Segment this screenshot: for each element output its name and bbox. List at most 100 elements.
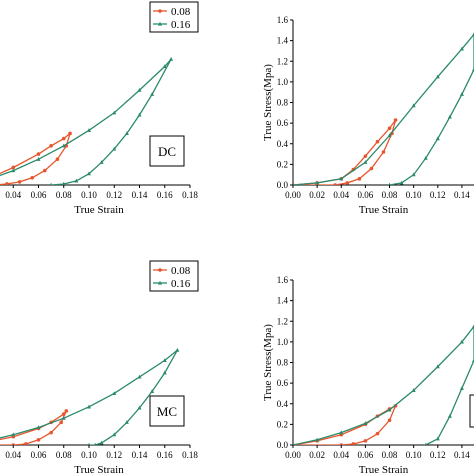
series-0.16 [0,56,174,185]
x-tick-label: 0.12 [106,190,122,200]
y-tick-label: 1.2 [277,56,288,66]
x-tick-label: 0.06 [31,450,47,460]
x-tick-label: 0.00 [285,190,301,200]
series-line-0.16 [293,33,474,185]
data-point [137,405,142,410]
x-tick-label: 0.00 [285,450,301,460]
data-point [49,430,53,435]
data-point [435,364,440,369]
y-tick-label: 0.0 [277,180,289,190]
series-line-0.08 [0,131,72,185]
x-tick-label: 0.08 [382,190,398,200]
data-point [87,128,91,132]
data-point [315,437,320,442]
data-point [124,131,129,136]
series-line-0.16 [0,349,178,445]
data-point [36,425,41,430]
data-point [175,347,180,352]
data-point [124,420,129,424]
x-tick-label: 0.08 [382,450,398,460]
data-point [162,370,167,375]
data-point [435,136,440,141]
series-line-0.16 [293,325,474,445]
data-point [61,143,66,148]
data-point [363,421,368,425]
y-tick-label: 0.6 [277,378,289,388]
x-tick-label: 0.04 [5,450,21,460]
data-point [293,442,295,445]
x-tick-label: 0.14 [454,190,470,200]
y-tick-label: 0.2 [277,159,288,169]
y-tick-label: 1.2 [277,316,288,326]
data-point [68,131,72,136]
data-point [59,420,64,425]
panel-tag-box [149,395,185,427]
data-point [339,430,344,435]
x-tick-label: 0.10 [81,450,97,460]
x-tick-label: 0.14 [454,450,470,460]
data-point [345,181,350,185]
data-point [423,155,428,160]
x-tick-label: 0.12 [106,450,122,460]
x-tick-label: 0.16 [157,190,173,200]
data-point [55,157,60,162]
x-tick-label: 0.08 [56,190,72,200]
legend: 0.080.16 [149,260,199,292]
chart-bottom-left: 0.04 0.06 0.08 0.10 0.12 0.14 0.16 0.18 True Str… [0,260,199,474]
data-point [150,92,155,96]
data-point [435,436,440,441]
data-point [11,443,16,445]
legend-box [149,260,199,292]
y-tick-label: 1.0 [277,77,289,87]
data-point [61,136,66,141]
data-point [11,432,16,437]
x-tick-label: 0.10 [406,190,422,200]
data-point [169,56,174,61]
data-point [49,144,53,148]
data-point [137,374,142,379]
data-point [399,180,404,185]
x-tick-label: 0.18 [182,190,198,200]
x-tick-label: 0.14 [132,450,148,460]
chart-top-right: 0.00 0.02 0.04 0.06 0.08 0.10 0.12 0.14 0.0 0.2 0.… [262,15,474,216]
data-point [94,442,97,445]
y-tick-label: 0.0 [277,440,289,450]
y-tick-label: 1.6 [277,15,289,25]
series-0.08 [0,131,72,185]
y-tick-label: 0.4 [277,399,289,409]
y-tick-label: 1.4 [277,36,289,46]
data-point [11,165,16,170]
data-point [411,103,416,108]
x-tick-label: 0.06 [358,450,374,460]
x-tick-label: 0.14 [132,190,148,200]
panel-tag-box [469,394,474,428]
data-point [387,133,392,138]
panel-tag-box [149,135,185,167]
data-point [36,157,41,161]
data-point [36,438,41,442]
data-point [375,431,380,436]
x-tick-label: 0.04 [333,450,349,460]
series-line-0.16 [0,58,172,185]
x-tick-label: 0.06 [358,190,374,200]
data-point [99,440,104,445]
x-axis-label: True Strain [359,464,409,474]
series-0.08 [293,404,398,445]
data-point [112,146,117,151]
data-point [459,339,464,344]
y-tick-label: 1.0 [277,337,289,347]
data-point [99,160,104,164]
data-point [61,415,66,420]
data-point [369,166,374,171]
y-tick-label: 1.4 [277,296,289,306]
data-point [387,126,392,131]
x-axis-label: True Strain [359,204,409,216]
data-point [424,442,427,445]
data-point [61,412,66,416]
x-tick-label: 0.10 [81,190,97,200]
chart-bottom-right: 0.00 0.02 0.04 0.06 0.08 0.10 0.12 0.14 0.0 0.2 0.… [262,275,474,474]
x-tick-label: 0.12 [430,190,446,200]
data-point [162,358,167,363]
data-point [64,409,69,413]
data-point [137,87,142,92]
